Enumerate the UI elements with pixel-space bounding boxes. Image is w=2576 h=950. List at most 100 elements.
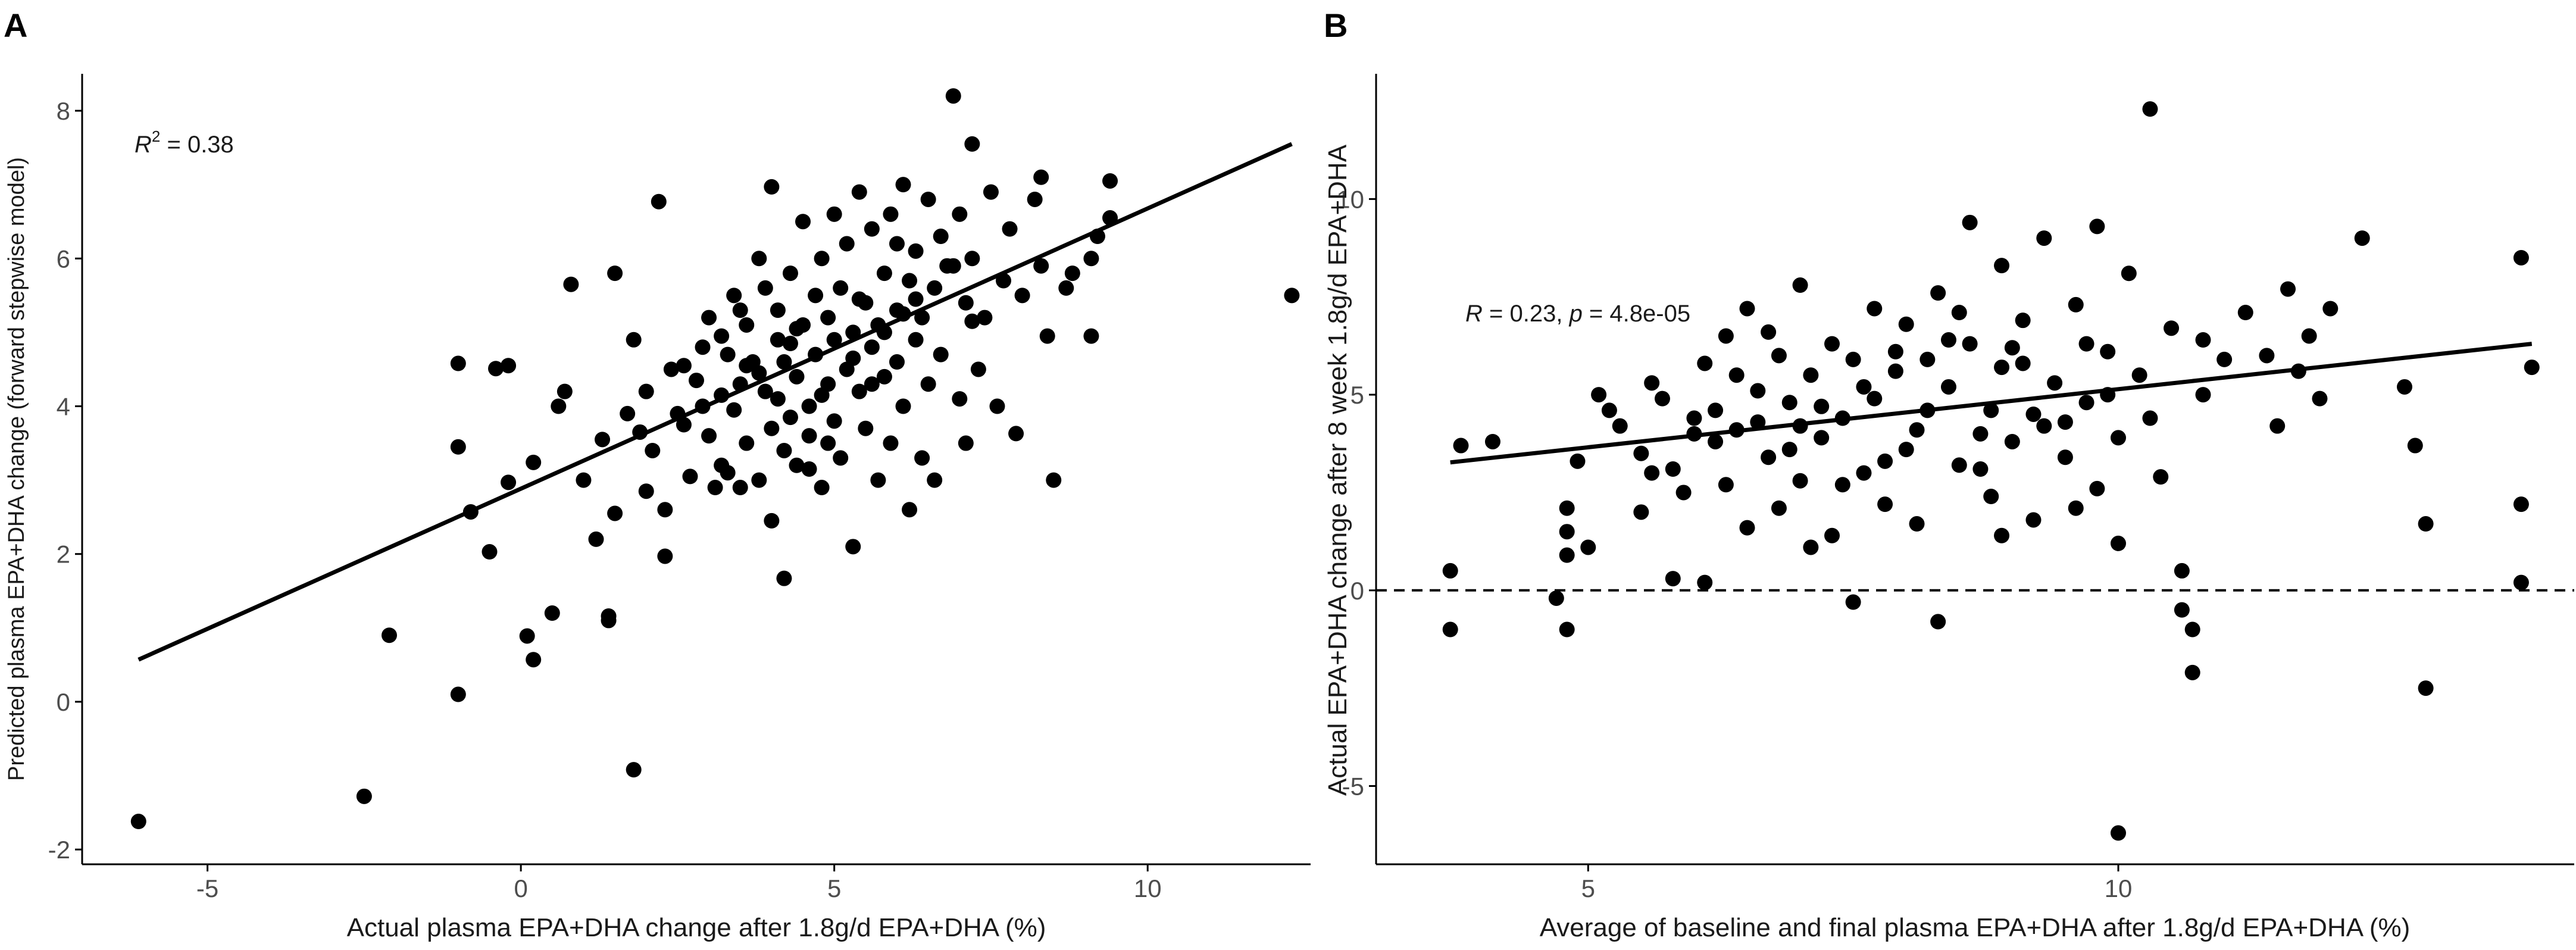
data-point <box>1803 539 1819 555</box>
data-point <box>1612 418 1628 434</box>
data-point <box>1718 477 1734 493</box>
data-point <box>895 177 911 193</box>
data-point <box>1781 442 1797 458</box>
data-point <box>1739 301 1755 317</box>
data-point <box>626 762 642 778</box>
data-point <box>2280 281 2296 297</box>
data-point <box>2110 430 2126 446</box>
data-point <box>657 502 673 518</box>
data-point <box>1453 438 1469 454</box>
data-point <box>726 402 742 418</box>
y-tick-label: 5 <box>1350 381 1364 409</box>
data-point <box>1027 191 1043 207</box>
data-point <box>851 383 867 399</box>
data-point <box>2025 406 2042 422</box>
data-point <box>2174 562 2190 579</box>
data-point <box>2184 664 2200 680</box>
data-point <box>1008 426 1024 442</box>
data-point <box>883 206 899 222</box>
data-point <box>908 291 924 307</box>
data-point <box>1845 594 1861 610</box>
data-point <box>945 88 961 104</box>
data-point <box>1771 500 1787 516</box>
data-point <box>544 605 560 621</box>
panel-b: B -5 0 5 10 5 10 R = 0.23, p = 4.8e-05 Avera… <box>1323 7 2574 942</box>
data-point <box>2142 101 2158 117</box>
data-point <box>1083 251 1099 267</box>
data-point <box>820 310 836 326</box>
data-point <box>1792 473 1808 489</box>
data-point <box>2237 305 2253 321</box>
panel-b-y-ticks: -5 0 5 10 <box>1336 185 1376 801</box>
data-point <box>1940 379 1956 395</box>
data-point <box>1580 539 1596 555</box>
data-point <box>876 265 892 282</box>
data-point <box>519 628 535 644</box>
data-point <box>638 483 654 499</box>
data-point <box>1994 360 2010 376</box>
data-point <box>764 420 780 436</box>
data-point <box>2513 496 2529 512</box>
data-point <box>964 313 980 329</box>
data-point <box>563 276 579 292</box>
data-point <box>952 206 968 222</box>
data-point <box>1750 383 1766 399</box>
data-point <box>1814 430 1830 446</box>
data-point <box>739 435 755 451</box>
data-point <box>845 539 861 555</box>
data-point <box>1834 477 1850 493</box>
data-point <box>964 251 980 267</box>
data-point <box>2407 438 2423 454</box>
data-point <box>689 373 704 389</box>
data-point <box>977 310 993 326</box>
data-point <box>1877 453 1893 469</box>
data-point <box>883 435 899 451</box>
data-point <box>2418 680 2434 696</box>
data-point <box>2269 418 2286 434</box>
data-point <box>1962 336 1978 352</box>
p-symbol: p <box>1569 301 1583 327</box>
data-point <box>1739 520 1755 536</box>
data-point <box>2004 340 2020 356</box>
data-point <box>2131 367 2147 383</box>
data-point <box>1665 461 1681 477</box>
data-point <box>2301 328 2317 344</box>
data-point <box>770 332 786 348</box>
data-point <box>1824 336 1840 352</box>
data-point <box>826 332 842 348</box>
data-point <box>1708 402 1724 418</box>
data-point <box>2078 395 2094 411</box>
data-point <box>1058 280 1074 296</box>
data-point <box>2100 343 2116 360</box>
data-point <box>839 236 855 252</box>
data-point <box>1559 547 1575 563</box>
data-point <box>945 258 961 274</box>
data-point <box>1824 527 1840 543</box>
data-point <box>1484 433 1500 449</box>
data-point <box>601 608 617 624</box>
panel-a-y-ticks: -2 0 2 4 6 8 <box>48 97 82 864</box>
data-point <box>2004 433 2020 449</box>
data-point <box>908 243 924 259</box>
data-point <box>889 236 905 252</box>
data-point <box>1102 173 1118 189</box>
data-point <box>864 221 880 237</box>
data-point <box>983 184 999 200</box>
data-point <box>895 398 911 414</box>
data-point <box>1867 301 1883 317</box>
data-point <box>1654 390 1670 407</box>
panel-a-y-title: Predicted plasma EPA+DHA change (forward… <box>4 157 29 781</box>
data-point <box>833 280 849 296</box>
data-point <box>576 472 592 488</box>
data-point <box>2259 348 2275 364</box>
data-point <box>1909 516 1925 532</box>
data-point <box>557 383 573 399</box>
panel-b-x-ticks: 5 10 <box>1581 864 2132 902</box>
data-point <box>1845 351 1861 367</box>
data-point <box>2015 355 2031 371</box>
data-point <box>764 179 780 195</box>
data-point <box>1686 410 1702 426</box>
data-point <box>2036 230 2052 246</box>
r2-value: = 0.38 <box>160 132 233 158</box>
data-point <box>1014 288 1030 304</box>
